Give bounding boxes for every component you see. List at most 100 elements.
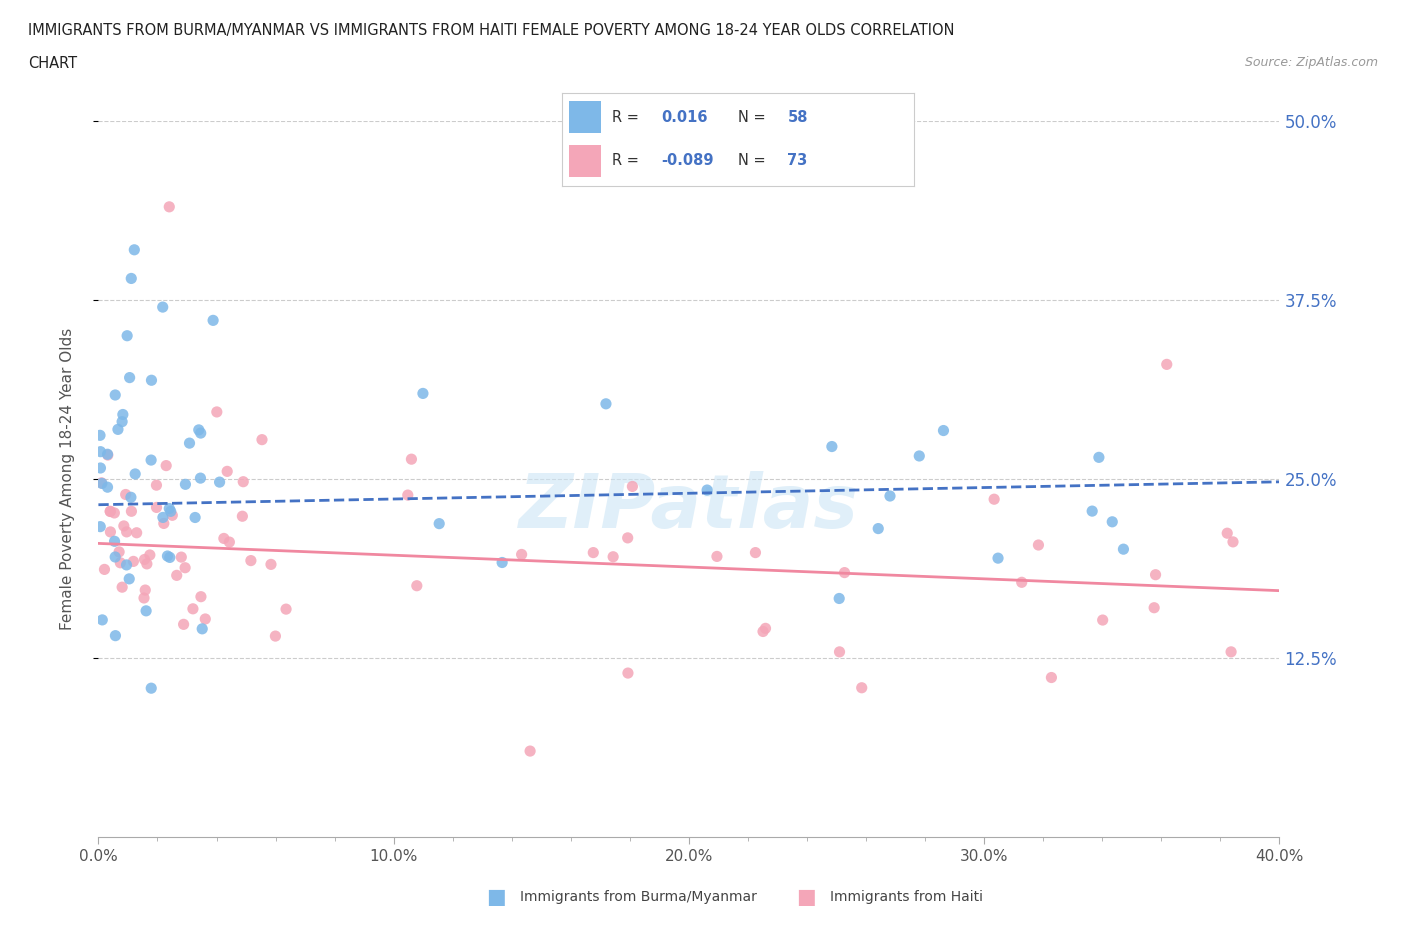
Point	[231, 509, 253, 524]
Text: ■: ■	[486, 887, 506, 908]
Point	[208, 474, 231, 489]
Text: -0.089: -0.089	[661, 153, 713, 168]
Text: Source: ZipAtlas.com: Source: ZipAtlas.com	[1244, 56, 1378, 69]
Text: R =: R =	[612, 153, 638, 168]
Point	[868, 521, 890, 536]
Point	[159, 550, 181, 565]
Point	[145, 478, 167, 493]
Point	[1028, 538, 1050, 552]
Point	[1088, 450, 1111, 465]
Point	[1156, 357, 1178, 372]
Point	[111, 407, 134, 422]
Point	[617, 666, 640, 681]
Point	[179, 435, 201, 450]
Point	[120, 271, 142, 286]
Point	[134, 582, 156, 597]
Point	[135, 604, 157, 618]
Point	[120, 504, 142, 519]
Point	[491, 555, 513, 570]
Point	[97, 447, 120, 462]
Point	[932, 423, 955, 438]
Bar	[569, 145, 602, 177]
Point	[1091, 613, 1114, 628]
Point	[112, 519, 135, 534]
Point	[519, 744, 541, 759]
Point	[621, 479, 644, 494]
Point	[194, 612, 217, 627]
Point	[108, 544, 131, 559]
Point	[983, 492, 1005, 507]
Point	[166, 568, 188, 583]
Text: ■: ■	[796, 887, 815, 908]
Point	[135, 556, 157, 571]
Point	[1220, 644, 1243, 659]
Point	[908, 448, 931, 463]
Point	[104, 628, 127, 643]
Point	[118, 571, 141, 586]
Point	[582, 545, 605, 560]
Text: IMMIGRANTS FROM BURMA/MYANMAR VS IMMIGRANTS FROM HAITI FEMALE POVERTY AMONG 18-2: IMMIGRANTS FROM BURMA/MYANMAR VS IMMIGRA…	[28, 23, 955, 38]
Point	[96, 446, 118, 461]
Point	[1101, 514, 1123, 529]
Point	[1144, 567, 1167, 582]
Y-axis label: Female Poverty Among 18-24 Year Olds: Female Poverty Among 18-24 Year Olds	[60, 328, 75, 631]
Text: R =: R =	[612, 110, 638, 125]
Point	[89, 460, 111, 475]
Point	[260, 557, 283, 572]
Point	[152, 510, 174, 525]
Point	[274, 602, 297, 617]
Text: N =: N =	[738, 153, 766, 168]
Point	[602, 550, 624, 565]
Point	[1011, 575, 1033, 590]
Point	[250, 432, 273, 447]
Point	[828, 591, 851, 606]
Point	[141, 373, 163, 388]
Point	[190, 590, 212, 604]
Point	[510, 547, 533, 562]
Point	[124, 467, 146, 482]
Text: 0.016: 0.016	[661, 110, 707, 125]
Point	[115, 557, 138, 572]
Point	[139, 453, 162, 468]
Point	[162, 508, 184, 523]
Point	[1216, 525, 1239, 540]
Point	[91, 613, 114, 628]
Point	[232, 474, 254, 489]
Point	[89, 519, 111, 534]
Bar	[569, 101, 602, 133]
Text: Immigrants from Burma/Myanmar: Immigrants from Burma/Myanmar	[520, 890, 756, 905]
Point	[205, 405, 228, 419]
Point	[174, 560, 197, 575]
Text: Immigrants from Haiti: Immigrants from Haiti	[830, 890, 983, 905]
Point	[139, 548, 162, 563]
Point	[401, 452, 423, 467]
Point	[181, 602, 204, 617]
Point	[1222, 535, 1244, 550]
Point	[125, 525, 148, 540]
Text: ZIPatlas: ZIPatlas	[519, 472, 859, 544]
Text: 73: 73	[787, 153, 807, 168]
Point	[217, 464, 239, 479]
Text: N =: N =	[738, 110, 766, 125]
Point	[427, 516, 450, 531]
Point	[93, 562, 115, 577]
Point	[120, 490, 142, 505]
Point	[141, 681, 163, 696]
Point	[828, 644, 851, 659]
Point	[170, 550, 193, 565]
Point	[118, 370, 141, 385]
Point	[98, 504, 121, 519]
Point	[89, 445, 111, 459]
Point	[744, 545, 766, 560]
Point	[157, 199, 180, 214]
Point	[145, 500, 167, 515]
Point	[264, 629, 287, 644]
Point	[100, 525, 122, 539]
Point	[821, 439, 844, 454]
Point	[104, 550, 127, 565]
Point	[122, 554, 145, 569]
Point	[202, 312, 225, 327]
Point	[174, 477, 197, 492]
Point	[114, 487, 136, 502]
Text: 58: 58	[787, 110, 808, 125]
